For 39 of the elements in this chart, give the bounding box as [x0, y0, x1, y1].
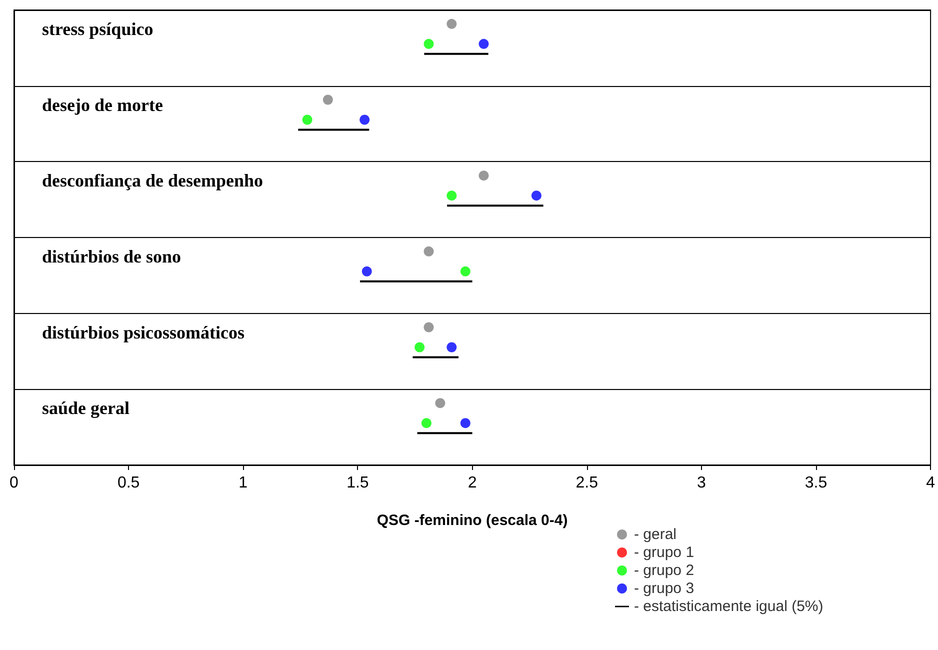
bar	[412, 356, 459, 358]
bar	[417, 432, 472, 434]
point	[302, 114, 312, 125]
bar	[298, 128, 370, 131]
point	[531, 190, 542, 201]
legend-label: - geral	[634, 526, 677, 543]
y-tick-label: stress psíquico	[42, 18, 154, 39]
point	[360, 114, 370, 125]
x-axis-title: QSG -feminino (escala 0-4)	[376, 512, 568, 529]
x-tick-label: 4	[926, 474, 936, 492]
y-tick-label: saúde geral	[42, 398, 130, 418]
x-tick-label: 0	[10, 474, 19, 492]
bar	[447, 204, 544, 207]
legend-label: - grupo 3	[634, 580, 694, 597]
y-tick-label: desconfiança de desempenho	[42, 170, 264, 191]
x-tick-label: 3	[696, 474, 706, 492]
y-tick-label: desejo de morte	[42, 94, 163, 115]
point	[424, 38, 434, 49]
point	[362, 266, 372, 276]
legend-label: - grupo 1	[634, 544, 694, 561]
point	[414, 342, 425, 352]
point	[460, 418, 470, 428]
x-tick-label: 1	[238, 474, 248, 492]
legend-label: - grupo 2	[634, 562, 694, 579]
x-tick-label: 3.5	[804, 474, 828, 492]
x-tick-label: 2	[468, 474, 477, 492]
point	[446, 190, 457, 201]
point	[421, 418, 432, 428]
y-tick-label: distúrbios de sono	[42, 246, 182, 266]
x-tick-label: 1.5	[346, 474, 369, 492]
point	[446, 342, 457, 352]
bar	[424, 52, 488, 55]
point	[460, 266, 470, 276]
x-tick-label: 2.5	[576, 474, 598, 492]
legend-label: - estatisticamente igual (5%)	[634, 598, 824, 615]
y-tick-label: distúrbios psicossomáticos	[42, 322, 245, 342]
bar	[360, 280, 472, 282]
x-tick-label: 0.5	[117, 474, 140, 492]
point	[478, 38, 489, 49]
